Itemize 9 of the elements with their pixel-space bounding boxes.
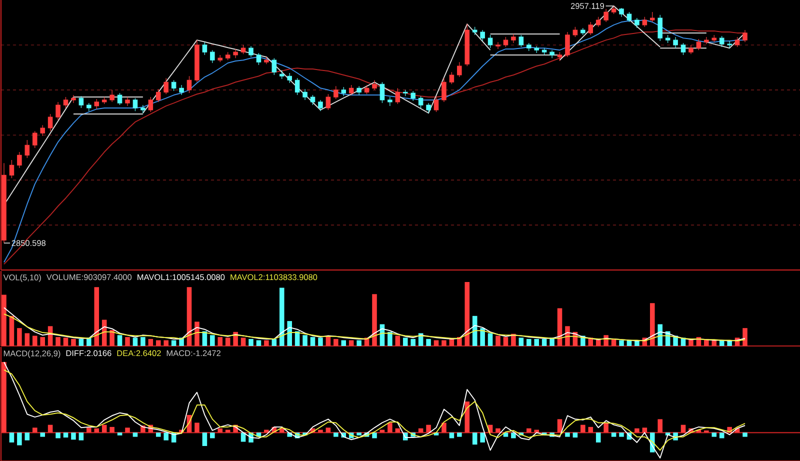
text: MACD:-1.2472 (166, 350, 220, 356)
chart-title: VOL(5,10) (3, 274, 41, 282)
annotation: 2957.119 (570, 3, 604, 9)
text: DEA:2.6402 (117, 350, 161, 356)
text: DIFF:2.0166 (66, 350, 112, 356)
text: MAVOL2:1103833.9080 (230, 274, 318, 280)
chart-title: MACD(12,26,9) (4, 350, 60, 358)
series-label: VOLUME:903097.4000 (46, 274, 132, 280)
text: MAVOL1:1005145.0080 (138, 274, 225, 280)
